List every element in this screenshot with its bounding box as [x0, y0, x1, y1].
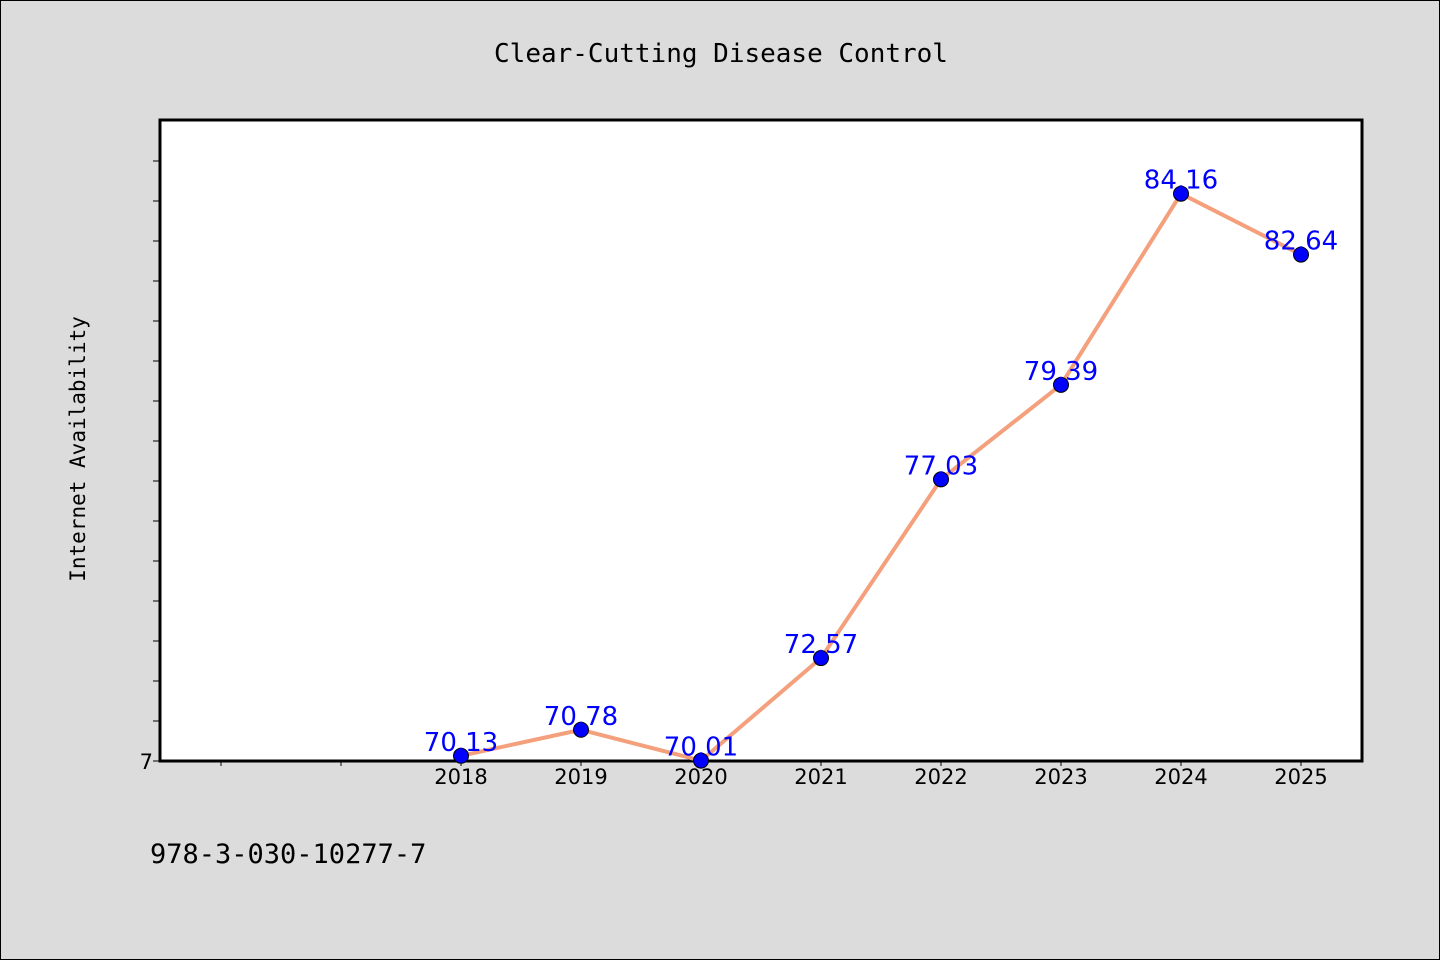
- x-tick-label-2020: 2020: [674, 765, 727, 789]
- point-2024: [1173, 185, 1189, 202]
- data-label-2025: 82.64: [1264, 227, 1338, 257]
- y-tick-label: 7: [140, 750, 153, 774]
- x-tick-label-2021: 2021: [794, 765, 847, 789]
- series-line: [460, 191, 1302, 763]
- data-label-2023: 79.39: [1024, 357, 1098, 387]
- series-line-layer: [460, 191, 1302, 763]
- point-2021: [813, 650, 829, 667]
- axis-ticks: [153, 160, 1302, 766]
- data-label-2022: 77.03: [904, 451, 978, 481]
- data-label-2020: 70.01: [664, 733, 738, 763]
- x-tick-labels: 2018 2019 2020 2021 2022 2023 2024 2025: [434, 765, 1327, 789]
- x-tick-label-2022: 2022: [914, 765, 967, 789]
- x-tick-label-2023: 2023: [1034, 765, 1087, 789]
- x-tick-label-2025: 2025: [1274, 765, 1327, 789]
- x-tick-label-2024: 2024: [1154, 765, 1207, 789]
- footer-isbn: 978-3-030-10277-7: [150, 839, 426, 870]
- point-2019: [573, 721, 589, 738]
- data-label-2019: 70.78: [544, 702, 618, 732]
- series-markers: [453, 185, 1309, 769]
- x-tick-label-2018: 2018: [434, 765, 487, 789]
- plot-area: [158, 118, 1364, 763]
- data-label-2021: 72.57: [784, 630, 858, 660]
- point-2018: [453, 747, 469, 764]
- y-axis-label: Internet Availability: [66, 316, 90, 582]
- data-labels: 70.13 70.78 70.01 72.57 77.03 79.39 84.16 82.64: [424, 166, 1338, 763]
- chart-title: Clear-Cutting Disease Control: [494, 39, 948, 69]
- data-label-2018: 70.13: [424, 728, 498, 758]
- x-tick-label-2019: 2019: [554, 765, 607, 789]
- point-2022: [933, 471, 949, 488]
- point-2020: [693, 752, 709, 769]
- point-2023: [1053, 376, 1069, 393]
- data-label-2024: 84.16: [1144, 166, 1218, 196]
- point-2025: [1293, 246, 1309, 263]
